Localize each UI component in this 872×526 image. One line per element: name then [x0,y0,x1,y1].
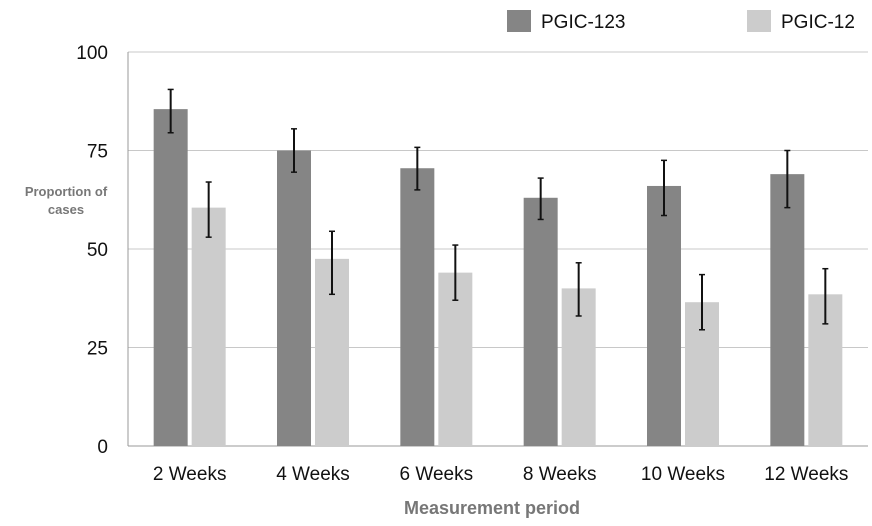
legend-swatch [747,10,771,32]
y-tick-label: 100 [76,43,108,64]
y-tick-label: 50 [87,240,108,261]
y-axis-title-line-2: cases [48,202,84,217]
bar [400,168,435,447]
y-tick-labels: 0 25 50 75 100 [76,43,108,458]
x-category-labels: 2 Weeks 4 Weeks 6 Weeks 8 Weeks 10 Weeks 12 W… [153,464,849,485]
y-tick-label: 0 [97,437,108,458]
error-bars [167,88,829,331]
bar [523,197,558,446]
bar [438,272,473,446]
x-category-label: 6 Weeks [400,464,474,485]
y-axis-title-line-1: Proportion of [25,184,108,199]
legend-label: PGIC-12 [781,12,855,33]
x-category-label: 4 Weeks [276,464,350,485]
bar [277,150,311,446]
bar [191,207,226,446]
x-category-label: 12 Weeks [764,464,848,485]
bar [647,185,681,446]
x-axis-title: Measurement period [404,498,580,518]
gridlines [127,51,868,447]
legend: PGIC-123 PGIC-12 [507,10,855,33]
x-category-label: 8 Weeks [523,464,597,485]
x-category-label: 2 Weeks [153,464,227,485]
legend-label: PGIC-123 [541,12,625,33]
y-tick-label: 25 [87,339,108,360]
y-tick-label: 75 [87,142,108,163]
bar [153,109,188,446]
x-category-label: 10 Weeks [641,464,725,485]
legend-swatch [507,10,531,32]
bars [153,109,843,447]
bar [770,174,805,446]
